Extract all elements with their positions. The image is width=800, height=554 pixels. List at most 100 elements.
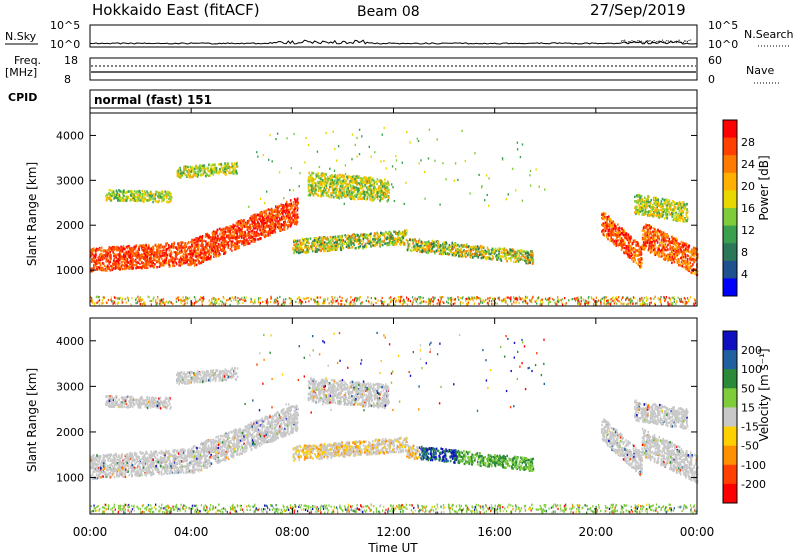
heatmap-cell: [217, 254, 220, 258]
heatmap-cell: [353, 234, 355, 237]
heatmap-cell: [138, 266, 140, 269]
heatmap-cell: [147, 295, 149, 298]
heatmap-cell: [163, 255, 166, 258]
heatmap-cell: [369, 196, 371, 199]
heatmap-cell: [136, 261, 138, 264]
heatmap-cell: [201, 247, 203, 250]
heatmap-cell: [235, 246, 238, 249]
heatmap-cell: [131, 264, 134, 268]
heatmap-cell: [148, 263, 150, 266]
heatmap-cell: [195, 252, 198, 255]
heatmap-cell: [92, 267, 94, 270]
heatmap-cell: [206, 249, 209, 253]
heatmap-cell: [161, 249, 163, 253]
heatmap-cell: [234, 242, 236, 245]
heatmap-cell: [673, 298, 675, 301]
heatmap-cell: [333, 241, 335, 245]
heatmap-cell: [245, 224, 248, 227]
heatmap-cell: [117, 301, 120, 304]
heatmap-cell: [407, 299, 410, 302]
heatmap-cell: [650, 301, 652, 304]
heatmap-cell: [189, 253, 191, 256]
heatmap-cell: [251, 218, 253, 221]
heatmap-cell: [493, 297, 495, 300]
heatmap-cell: [262, 225, 265, 228]
heatmap-cell: [226, 230, 229, 234]
heatmap-cell: [332, 244, 335, 247]
heatmap-cell: [136, 252, 138, 255]
heatmap-cell: [184, 302, 186, 305]
heatmap-cell: [429, 300, 432, 303]
heatmap-cell: [687, 300, 690, 303]
heatmap-cell: [465, 299, 467, 302]
heatmap-cell: [549, 297, 551, 300]
heatmap-cell: [618, 296, 620, 299]
heatmap-cell: [124, 261, 126, 265]
heatmap-cell: [132, 246, 135, 249]
heatmap-cell: [182, 252, 185, 256]
heatmap-cell: [654, 295, 656, 298]
noise-search-label: N.Search: [744, 28, 794, 41]
heatmap-cell: [584, 299, 587, 302]
heatmap-cell: [100, 249, 102, 252]
heatmap-cell: [227, 229, 229, 232]
heatmap-cell: [99, 253, 101, 257]
heatmap-cell: [152, 247, 155, 251]
heatmap-cell: [200, 261, 202, 265]
heatmap-cell: [212, 235, 215, 239]
heatmap-cell: [189, 249, 191, 253]
heatmap-cell: [118, 258, 120, 261]
heatmap-cell: [113, 300, 116, 303]
heatmap-cell: [243, 236, 245, 239]
heatmap-cell: [109, 193, 111, 196]
heatmap-cell: [403, 242, 405, 246]
heatmap-cell: [322, 194, 325, 197]
heatmap-cell: [176, 296, 179, 299]
heatmap-cell: [229, 234, 232, 237]
heatmap-cell: [442, 300, 444, 304]
heatmap-cell: [97, 260, 100, 263]
heatmap-cell: [212, 249, 215, 252]
heatmap-cell: [657, 297, 659, 300]
heatmap-cell: [129, 190, 131, 193]
heatmap-cell: [105, 260, 107, 263]
heatmap-cell: [299, 297, 301, 300]
heatmap-cell: [300, 300, 303, 303]
heatmap-cell: [339, 295, 341, 298]
heatmap-cell: [151, 246, 154, 249]
heatmap-cell: [95, 247, 98, 250]
heatmap-cell: [190, 246, 193, 250]
heatmap-cell: [383, 233, 386, 237]
heatmap-cell: [175, 251, 177, 255]
heatmap-cell: [320, 195, 323, 198]
heatmap-cell: [202, 295, 205, 299]
heatmap-cell: [244, 299, 246, 302]
heatmap-cell: [222, 171, 225, 174]
heatmap-cell: [148, 260, 151, 263]
heatmap-cell: [370, 179, 373, 182]
heatmap-cell: [336, 180, 338, 183]
heatmap-cell: [148, 194, 150, 197]
heatmap-cell: [146, 258, 148, 262]
heatmap-cell: [514, 298, 516, 301]
heatmap-cell: [165, 300, 167, 303]
heatmap-cell: [97, 300, 99, 303]
heatmap-cell: [305, 297, 307, 300]
heatmap-cell: [175, 246, 177, 249]
heatmap-cell: [409, 300, 412, 303]
heatmap-cell: [506, 296, 508, 299]
heatmap-cell: [152, 251, 155, 254]
heatmap-cell: [294, 207, 296, 211]
heatmap-cell: [135, 251, 137, 254]
heatmap-cell: [181, 174, 183, 177]
heatmap-cell: [621, 296, 624, 299]
heatmap-cell: [311, 178, 314, 182]
heatmap-cell: [113, 245, 115, 249]
heatmap-cell: [198, 261, 200, 265]
heatmap-cell: [259, 302, 261, 305]
heatmap-cell: [363, 244, 366, 247]
heatmap-cell: [158, 243, 160, 246]
heatmap-cell: [248, 238, 251, 242]
heatmap-cell: [190, 170, 193, 173]
heatmap-cell: [341, 182, 344, 185]
